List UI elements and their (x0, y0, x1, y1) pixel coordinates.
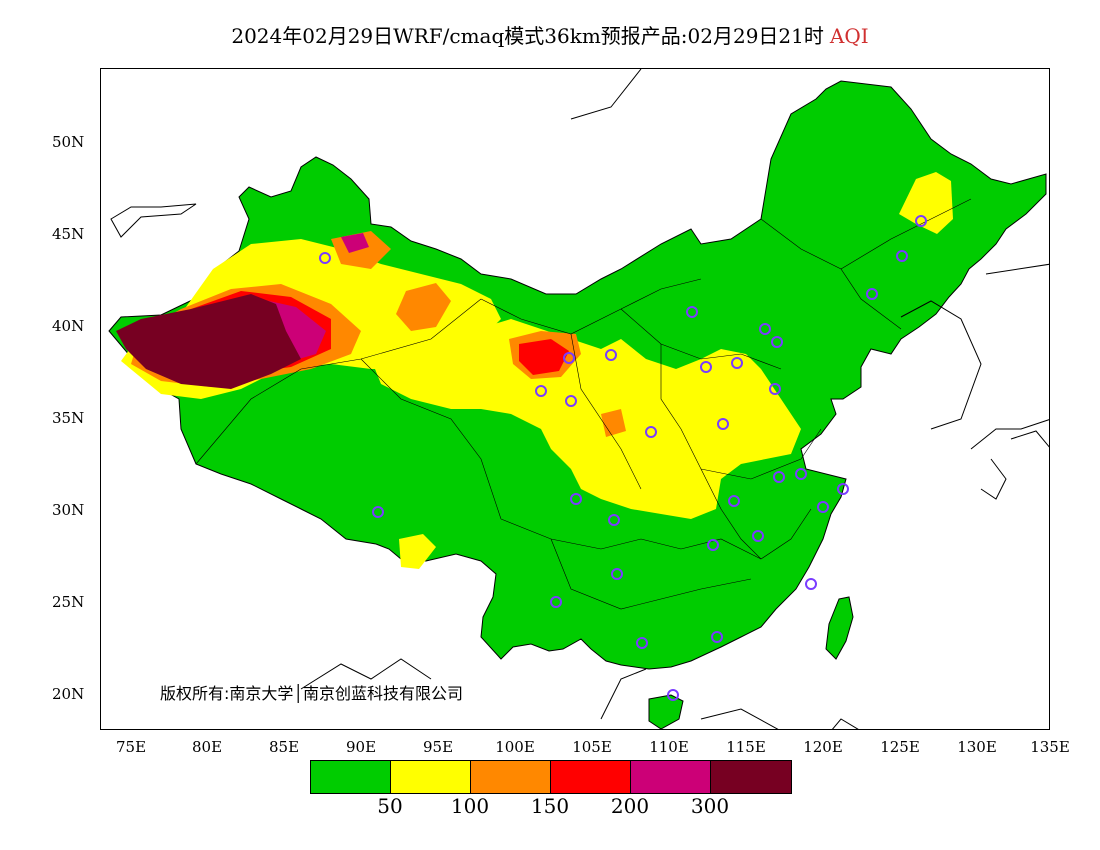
station-marker (837, 483, 849, 495)
x-tick-label: 130E (957, 738, 997, 756)
station-marker (611, 568, 623, 580)
station-marker (608, 514, 620, 526)
x-tick-label: 125E (880, 738, 920, 756)
aqi-map (108, 69, 1049, 729)
map-panel[interactable] (100, 68, 1050, 730)
neighbor-coastlines (110, 69, 1049, 729)
station-marker (686, 306, 698, 318)
station-marker (319, 252, 331, 264)
y-tick-label: 45N (52, 225, 85, 243)
aqi-orange-inner (396, 283, 451, 331)
station-marker (866, 288, 878, 300)
station-marker (565, 395, 577, 407)
taiwan-region (825, 596, 854, 660)
legend-label: 300 (690, 794, 730, 818)
station-marker (667, 689, 679, 701)
station-marker (769, 383, 781, 395)
aqi-orange-henan (601, 409, 626, 437)
station-marker (711, 631, 723, 643)
station-marker (563, 352, 575, 364)
x-tick-label: 100E (495, 738, 535, 756)
hainan-region (648, 694, 684, 729)
station-marker (636, 637, 648, 649)
legend-swatch (311, 761, 391, 793)
station-marker (915, 215, 927, 227)
y-tick-label: 50N (52, 133, 85, 151)
copyright-text: 版权所有:南京大学│南京创蓝科技有限公司 (160, 684, 464, 703)
x-tick-label: 105E (572, 738, 612, 756)
page-title: 2024年02月29日WRF/cmaq模式36km预报产品:02月29日21时 A… (0, 20, 1100, 49)
station-marker (795, 468, 807, 480)
y-tick-label: 20N (52, 685, 85, 703)
y-tick-label: 35N (52, 409, 85, 427)
legend-label: 100 (450, 794, 490, 818)
legend-swatch (631, 761, 711, 793)
x-tick-label: 120E (803, 738, 843, 756)
x-tick-label: 90E (345, 738, 377, 756)
station-marker (771, 336, 783, 348)
station-marker (752, 530, 764, 542)
y-tick-label: 25N (52, 593, 85, 611)
x-tick-label: 135E (1030, 738, 1070, 756)
x-tick-label: 95E (422, 738, 454, 756)
y-tick-label: 30N (52, 501, 85, 519)
station-marker (731, 357, 743, 369)
x-tick-label: 80E (191, 738, 223, 756)
title-text: 2024年02月29日WRF/cmaq模式36km预报产品:02月29日21时 (231, 24, 824, 48)
station-marker (645, 426, 657, 438)
station-marker (605, 349, 617, 361)
province-boundaries (195, 198, 972, 610)
aqi-yellow-central (371, 319, 801, 519)
x-tick-label: 115E (726, 738, 766, 756)
x-tick-label: 85E (268, 738, 300, 756)
station-marker (717, 418, 729, 430)
x-tick-label: 75E (115, 738, 147, 756)
aqi-legend (310, 760, 792, 794)
aqi-yellow-south (399, 534, 436, 569)
legend-swatch (471, 761, 551, 793)
station-marker (759, 323, 771, 335)
aqi-magenta-north (341, 233, 369, 253)
station-marker (896, 250, 908, 262)
aqi-yellow-northeast (899, 172, 953, 234)
station-marker (805, 578, 817, 590)
station-marker (728, 495, 740, 507)
aqi-maroon-tarim (116, 294, 301, 389)
x-tick-label: 110E (649, 738, 689, 756)
legend-swatch (391, 761, 471, 793)
station-markers (319, 215, 927, 701)
legend-label: 200 (610, 794, 650, 818)
station-marker (570, 493, 582, 505)
station-marker (773, 471, 785, 483)
variable-label: AQI (829, 24, 869, 48)
legend-label: 150 (530, 794, 570, 818)
station-marker (550, 596, 562, 608)
legend-swatch (711, 761, 791, 793)
station-marker (372, 506, 384, 518)
station-marker (700, 361, 712, 373)
station-marker (535, 385, 547, 397)
legend-label: 50 (377, 794, 403, 818)
y-tick-label: 40N (52, 317, 85, 335)
aqi-red-ordos (519, 339, 569, 375)
station-marker (707, 539, 719, 551)
station-marker (817, 501, 829, 513)
legend-swatch (551, 761, 631, 793)
